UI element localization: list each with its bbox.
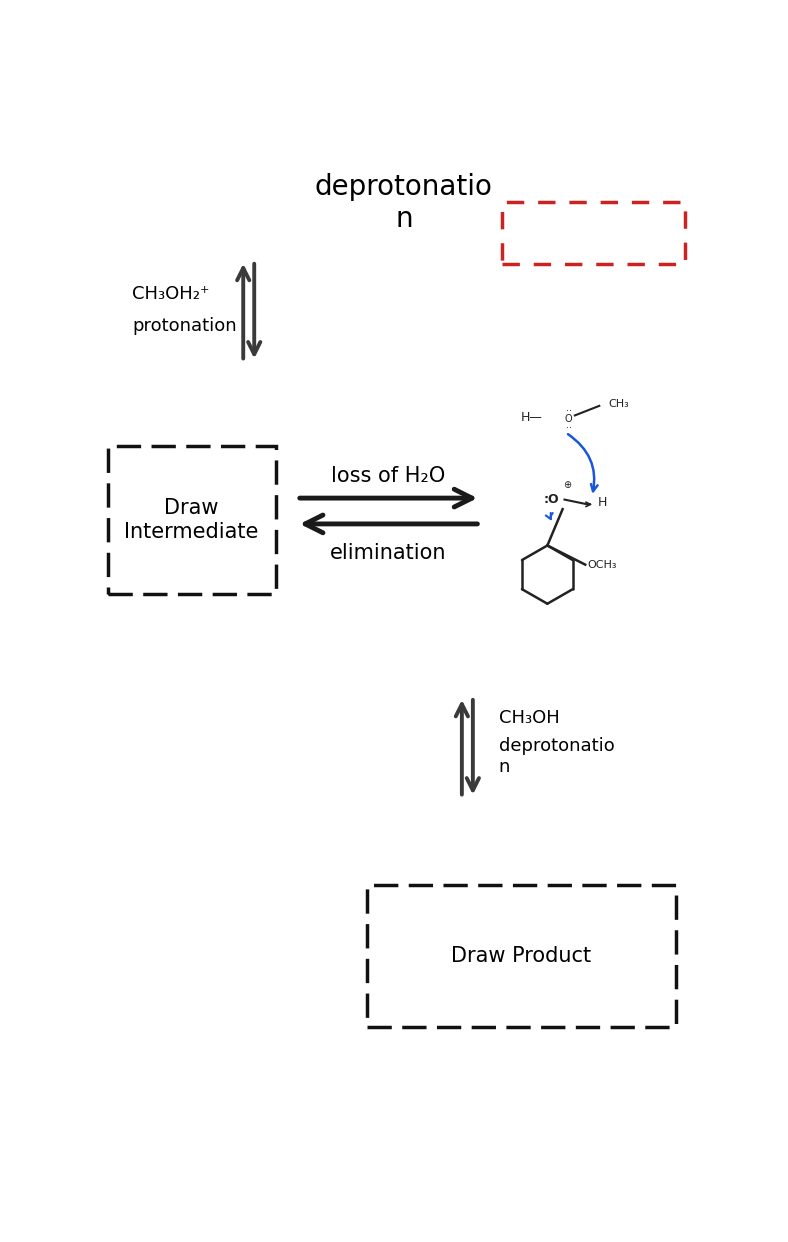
Text: CH₃OH₂⁺: CH₃OH₂⁺ xyxy=(132,286,210,303)
Text: elimination: elimination xyxy=(330,543,447,563)
Text: deprotonatio
n: deprotonatio n xyxy=(315,173,492,233)
Text: H—: H— xyxy=(521,411,543,424)
Text: ⊕: ⊕ xyxy=(563,479,571,491)
Text: ··
O
··: ·· O ·· xyxy=(565,406,573,432)
Text: protonation: protonation xyxy=(132,317,236,335)
Text: Draw Product: Draw Product xyxy=(451,946,591,966)
Text: loss of H₂O: loss of H₂O xyxy=(332,466,446,486)
Text: H: H xyxy=(597,496,607,509)
Text: CH₃OH: CH₃OH xyxy=(499,709,559,727)
Text: CH₃: CH₃ xyxy=(608,399,629,409)
Text: deprotonatio
n: deprotonatio n xyxy=(499,737,615,776)
Text: Draw
Intermediate: Draw Intermediate xyxy=(125,498,258,542)
Text: OCH₃: OCH₃ xyxy=(587,560,616,570)
Text: :O: :O xyxy=(544,493,559,505)
